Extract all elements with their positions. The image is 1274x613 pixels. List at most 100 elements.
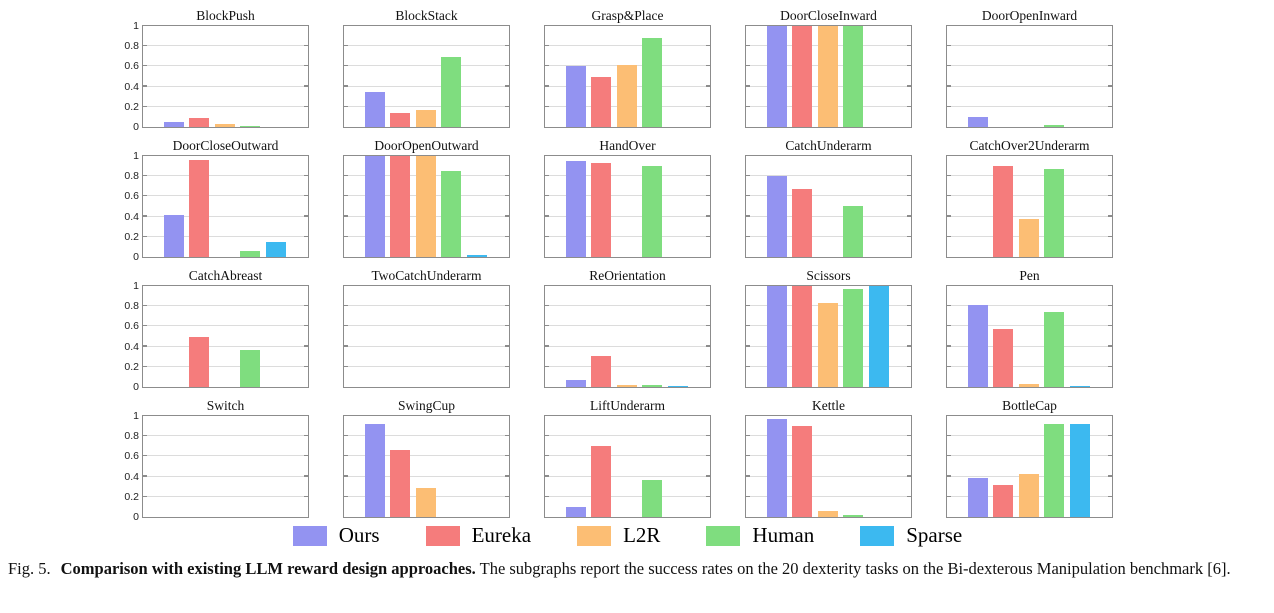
- axis-tick: [1108, 435, 1112, 437]
- gridline: [947, 325, 1112, 327]
- gridline: [947, 305, 1112, 307]
- bar-human: [642, 166, 663, 257]
- plot-area: [946, 155, 1113, 258]
- bar-eureka: [792, 286, 813, 387]
- axis-tick: [746, 85, 750, 87]
- axis-tick: [505, 455, 509, 457]
- axis-tick: [706, 175, 710, 177]
- chart-panel-twocatchunderarm: TwoCatchUnderarm: [343, 268, 510, 388]
- axis-tick: [1108, 495, 1112, 497]
- bar-human: [642, 38, 663, 127]
- axis-tick: [947, 235, 951, 237]
- panel-title: ReOrientation: [589, 268, 666, 283]
- gridline: [746, 435, 911, 437]
- axis-tick: [706, 215, 710, 217]
- panel-title: BlockPush: [196, 8, 255, 23]
- y-tick-label: 0.8: [124, 39, 139, 52]
- axis-tick: [545, 85, 549, 87]
- gridline: [344, 45, 509, 47]
- panel-title: DoorOpenOutward: [374, 138, 479, 153]
- axis-tick: [304, 325, 308, 327]
- gridline: [143, 435, 308, 437]
- axis-tick: [907, 215, 911, 217]
- axis-tick: [706, 105, 710, 107]
- axis-tick: [706, 85, 710, 87]
- axis-tick: [1108, 85, 1112, 87]
- plot-area: [946, 25, 1113, 128]
- axis-tick: [746, 325, 750, 327]
- axis-tick: [143, 325, 147, 327]
- bar-ours: [565, 506, 586, 517]
- chart-panel-catchover2underarm: CatchOver2Underarm: [946, 138, 1113, 258]
- axis-tick: [706, 65, 710, 67]
- gridline: [344, 105, 509, 107]
- bar-sparse: [1069, 386, 1090, 387]
- bar-human: [642, 384, 663, 387]
- axis-tick: [545, 475, 549, 477]
- axis-tick: [746, 305, 750, 307]
- chart-panel-pen: Pen: [946, 268, 1113, 388]
- axis-tick: [545, 325, 549, 327]
- y-tick-label: 0.4: [124, 340, 139, 353]
- axis-tick: [344, 455, 348, 457]
- gridline: [947, 215, 1112, 217]
- axis-tick: [505, 345, 509, 347]
- axis-tick: [1108, 65, 1112, 67]
- axis-tick: [143, 105, 147, 107]
- axis-tick: [344, 305, 348, 307]
- y-tick-label: 1: [133, 19, 139, 32]
- axis-tick: [143, 175, 147, 177]
- bar-l2r: [415, 109, 436, 127]
- gridline: [143, 195, 308, 197]
- gridline: [344, 305, 509, 307]
- axis-tick: [746, 475, 750, 477]
- axis-tick: [947, 365, 951, 367]
- gridline: [746, 235, 911, 237]
- bar-ours: [766, 286, 787, 387]
- axis-tick: [545, 345, 549, 347]
- plot-area: [343, 25, 510, 128]
- bar-l2r: [1018, 218, 1039, 257]
- axis-tick: [304, 345, 308, 347]
- axis-tick: [706, 325, 710, 327]
- axis-tick: [143, 305, 147, 307]
- axis-tick: [706, 435, 710, 437]
- gridline: [143, 325, 308, 327]
- y-tick-label: 0.2: [124, 490, 139, 503]
- axis-tick: [304, 105, 308, 107]
- axis-tick: [304, 495, 308, 497]
- gridline: [143, 305, 308, 307]
- gridline: [143, 65, 308, 67]
- gridline: [344, 85, 509, 87]
- axis-tick: [344, 215, 348, 217]
- axis-tick: [1108, 235, 1112, 237]
- axis-tick: [947, 45, 951, 47]
- bar-eureka: [591, 163, 612, 257]
- axis-tick: [907, 455, 911, 457]
- caption-text: The subgraphs report the success rates o…: [479, 559, 1231, 578]
- axis-tick: [706, 305, 710, 307]
- y-tick-label: 0: [133, 510, 139, 523]
- gridline: [947, 85, 1112, 87]
- axis-tick: [947, 475, 951, 477]
- plot-area: [343, 155, 510, 258]
- panel-title: DoorCloseOutward: [172, 138, 279, 153]
- chart-panel-dooropeninward: DoorOpenInward: [946, 8, 1113, 128]
- axis-tick: [344, 195, 348, 197]
- axis-tick: [304, 215, 308, 217]
- gridline: [344, 325, 509, 327]
- figure-number: Fig. 5.: [8, 559, 51, 578]
- panel-title: Grasp&Place: [591, 8, 664, 23]
- axis-tick: [545, 65, 549, 67]
- legend-label-sparse: Sparse: [906, 523, 963, 547]
- gridline: [947, 365, 1112, 367]
- axis-tick: [344, 475, 348, 477]
- axis-tick: [746, 65, 750, 67]
- axis-tick: [505, 235, 509, 237]
- axis-tick: [907, 235, 911, 237]
- axis-tick: [1108, 105, 1112, 107]
- gridline: [545, 495, 710, 497]
- bar-ours: [364, 156, 385, 257]
- axis-tick: [907, 475, 911, 477]
- bar-human: [843, 289, 864, 387]
